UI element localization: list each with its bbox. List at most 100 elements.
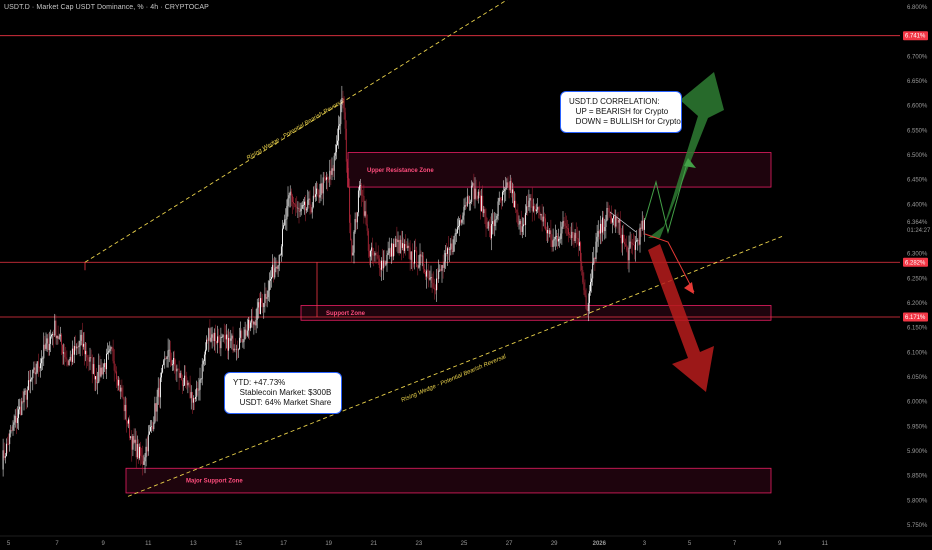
candle [372,237,374,264]
x-tick-label: 21 [370,541,377,547]
candle [338,115,340,149]
candle [272,254,274,279]
candle [354,212,356,234]
candle [639,223,641,253]
candle [503,180,505,195]
candle [356,212,358,230]
candle [515,193,517,214]
candle [595,232,597,262]
candle [343,96,345,120]
candle [434,284,436,295]
candle [54,313,56,338]
zone-label-1: Support Zone [326,311,366,317]
candle [35,363,37,385]
candle [582,266,584,285]
candle [14,409,16,428]
price-axis[interactable]: 6.800% 6.700% 6.650% 6.600% 6.550% 6.500% 6.45… [907,5,931,529]
candle [476,195,478,202]
candle [125,397,127,433]
candle [148,424,150,435]
candle [224,325,226,351]
candle [430,265,432,288]
candle [284,214,286,226]
candle [307,189,309,212]
candle [432,271,434,289]
candle [59,326,61,342]
candle [220,327,222,357]
candle [188,381,190,388]
candle [483,205,485,218]
candle [348,167,349,189]
candle [365,199,367,226]
candle [342,90,344,109]
candle [183,377,184,391]
x-tick-label: 7 [55,541,59,547]
candle [260,291,261,315]
candle [603,211,605,235]
candle [150,420,151,432]
candle [146,436,148,457]
candle [108,345,110,360]
candle [422,252,424,274]
candle [249,316,250,340]
y-tick-label: 6.100% [907,350,928,356]
x-tick-label: 11 [145,541,152,547]
candle [554,224,556,251]
candle [562,211,564,229]
candle [267,280,269,302]
candle [228,328,230,360]
candle [315,183,316,202]
x-tick-label: 5 [688,541,692,547]
candle [22,390,24,404]
candle [546,226,547,241]
candle [271,266,272,288]
candle [37,353,39,377]
candle [87,355,89,367]
candle [395,235,397,248]
candle [396,226,398,252]
candle [637,238,639,251]
candle [5,438,7,457]
candle [300,202,302,216]
x-tick-label: 11 [822,541,829,547]
candle [176,364,178,382]
candle [319,183,321,204]
candle [313,185,315,199]
candle [69,350,71,362]
candle [133,428,135,445]
candle [110,345,112,355]
candle [117,375,118,391]
candle [4,453,6,464]
candle [398,235,400,256]
candle [525,204,527,237]
x-tick-label: 17 [280,541,287,547]
candle [103,359,105,372]
candle [48,331,50,356]
candle [107,342,109,355]
candle [47,333,49,356]
candle [247,316,249,339]
time-axis[interactable]: 5 7 9 11 13 15 17 19 21 23 25 27 29 2026 3 5 7 9 11 [0,535,932,547]
candle [184,365,186,386]
candle [218,328,220,343]
candle [198,377,200,401]
candle [625,238,627,247]
candle [109,341,111,353]
candle [478,181,480,199]
candle [450,238,452,256]
candle [251,309,253,328]
candle [572,222,574,245]
candle [305,195,307,222]
candle [172,359,173,371]
candle [571,222,573,246]
candle [405,234,407,256]
candle [412,262,414,268]
candle [304,196,305,215]
rising-wedge-layer: Rising Wedge - Potential Bearish Reversa… [84,0,783,497]
candle [337,128,338,146]
bull-path-arrow [644,159,689,234]
candle [601,219,602,244]
y-tick-label: 6.500% [907,153,928,159]
zone-1 [300,305,772,321]
